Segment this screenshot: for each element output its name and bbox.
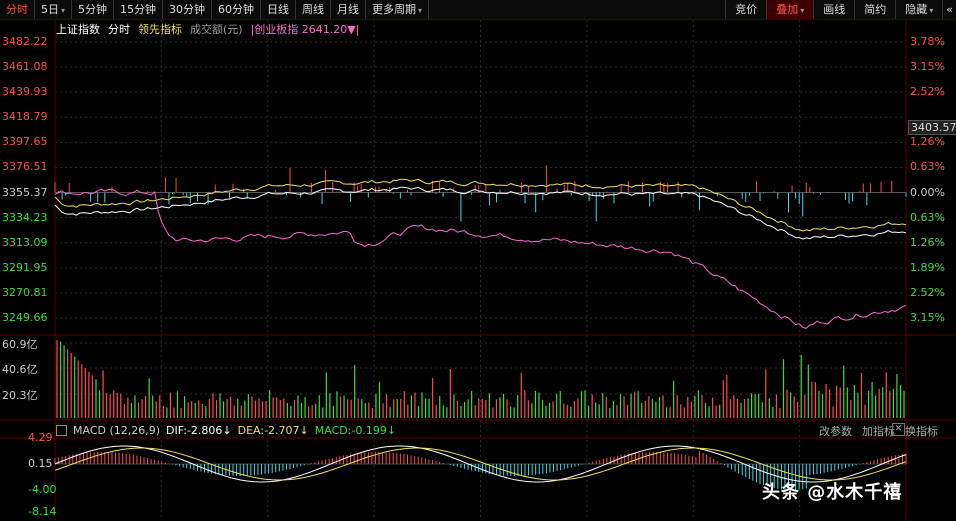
period-tab-7[interactable]: 周线 (296, 0, 332, 19)
chevron-down-icon: ▾ (418, 6, 423, 15)
period-tab-2[interactable]: 5分钟 (72, 0, 115, 19)
percent-tick: 0.63% (910, 160, 945, 174)
macd-title[interactable]: MACD (12,26,9) (73, 423, 161, 437)
volume-tick: 40.6亿 (2, 363, 38, 376)
period-tab-5[interactable]: 60分钟 (212, 0, 262, 19)
current-price-marker: 3403.57 (908, 120, 956, 135)
price-tick: 3482.22 (2, 35, 48, 48)
macd-toggle-checkbox[interactable] (56, 424, 67, 436)
chevron-down-icon: ▾ (800, 6, 805, 15)
macd-arrow-icon: ↓ (386, 423, 397, 437)
toolbar-action-4[interactable]: 隐藏 ▾ (895, 0, 942, 19)
leading-bars (54, 165, 907, 222)
price-tick: 3397.65 (2, 135, 48, 149)
price-tick: 3270.81 (2, 285, 48, 299)
macd-dif-value: DIF:-2.806↓ (166, 424, 232, 437)
chevron-down-icon: ▾ (61, 6, 66, 15)
indicator-bar: 上证指数 分时 领先指标 成交额(元) |创业板指 2641.20▼| (56, 21, 359, 37)
dif-arrow-icon: ↓ (222, 423, 232, 437)
price-tick: 3334.23 (2, 210, 48, 224)
percent-tick: 0.63% (910, 210, 945, 224)
macd-text: MACD:-0.199 (314, 423, 387, 437)
toolbar-action-0[interactable]: 竞价 (725, 0, 766, 19)
macd-tick: 4.29 (28, 431, 53, 444)
collapse-arrow-icon[interactable]: « (942, 0, 956, 19)
watermark-text: 头条 @水木千禧 (762, 482, 903, 503)
period-tab-9[interactable]: 更多周期 ▾ (366, 0, 430, 19)
price-tick: 3418.79 (2, 110, 48, 124)
macd-dea-line (54, 447, 907, 481)
period-tabs: 分时 5日 ▾ 5分钟 15分钟 30分钟 60分钟 日线 周线 月线 更多周期 ▾ (0, 0, 430, 19)
volume-tick: 60.9亿 (2, 338, 38, 351)
period-tab-6[interactable]: 日线 (261, 0, 297, 19)
price-tick: 3291.95 (2, 260, 48, 274)
price-tick: 3461.08 (2, 60, 48, 74)
percent-tick: 2.52% (910, 85, 945, 99)
overlay-index-line (54, 188, 907, 329)
toolbar-action-2[interactable]: 画线 (813, 0, 854, 19)
percent-tick: 1.26% (910, 235, 945, 249)
average-price-line (54, 178, 907, 232)
chart-grid (0, 20, 956, 521)
volume-bars (56, 340, 905, 418)
close-icon[interactable]: ✕ (892, 423, 905, 436)
dea-arrow-icon: ↓ (299, 423, 309, 437)
volume-tick: 20.3亿 (2, 389, 38, 402)
toolbar-action-1[interactable]: 叠加 ▾ (766, 0, 814, 19)
period-tab-0[interactable]: 分时 (0, 0, 35, 19)
percent-tick: 2.52% (910, 285, 945, 299)
macd-dea-value: DEA:-2.707↓ (238, 424, 309, 437)
index-name[interactable]: 上证指数 (56, 23, 100, 36)
toolbar-actions: 竞价 叠加 ▾ 画线 简约 隐藏 ▾ « (725, 0, 956, 19)
percent-tick: 3.78% (910, 35, 945, 48)
overlay-index-label[interactable]: |创业板指 2641.20▼| (250, 23, 360, 36)
macd-dif-line (54, 445, 907, 483)
percent-tick: 1.26% (910, 135, 945, 149)
chevron-down-icon: ▾ (929, 6, 934, 15)
period-tab-3[interactable]: 15分钟 (114, 0, 164, 19)
macd-tick: -4.00 (28, 483, 57, 496)
price-tick: 3313.09 (2, 235, 48, 249)
period-tab-8[interactable]: 月线 (331, 0, 367, 19)
period-tab-1[interactable]: 5日 ▾ (35, 0, 73, 19)
price-tick: 3355.37 (2, 185, 48, 199)
add-indicator-button[interactable]: 加指标 (862, 425, 895, 438)
dif-text: DIF:-2.806 (166, 423, 223, 437)
macd-tick: -8.14 (28, 505, 57, 518)
price-line (54, 186, 907, 240)
price-tick: 3376.51 (2, 160, 48, 174)
dea-text: DEA:-2.707 (237, 423, 300, 437)
macd-macd-value: MACD:-0.199↓ (315, 424, 396, 437)
volume-label: 成交额(元) (190, 23, 243, 36)
mode-label[interactable]: 分时 (108, 23, 130, 36)
macd-header: MACD (12,26,9) DIF:-2.806↓ DEA:-2.707↓ M… (56, 423, 396, 437)
percent-tick: 0.00% (910, 185, 945, 199)
percent-tick: 1.89% (910, 260, 945, 274)
period-toolbar: 分时 5日 ▾ 5分钟 15分钟 30分钟 60分钟 日线 周线 月线 更多周期 ▾ 竞价 叠加 ▾ 画线简… (0, 0, 956, 20)
change-params-button[interactable]: 改参数 (819, 425, 852, 438)
leading-indicator-label[interactable]: 领先指标 (138, 23, 182, 36)
switch-indicator-button[interactable]: 换指标 (905, 425, 938, 438)
price-tick: 3249.66 (2, 311, 48, 324)
macd-buttons: 改参数 加指标 换指标 (819, 423, 938, 439)
percent-tick: 3.15% (910, 60, 945, 74)
percent-tick: 3.15% (910, 311, 945, 324)
toolbar-action-3[interactable]: 简约 (854, 0, 895, 19)
price-tick: 3439.93 (2, 85, 48, 99)
macd-tick: 0.15 (28, 457, 53, 470)
period-tab-4[interactable]: 30分钟 (163, 0, 213, 19)
